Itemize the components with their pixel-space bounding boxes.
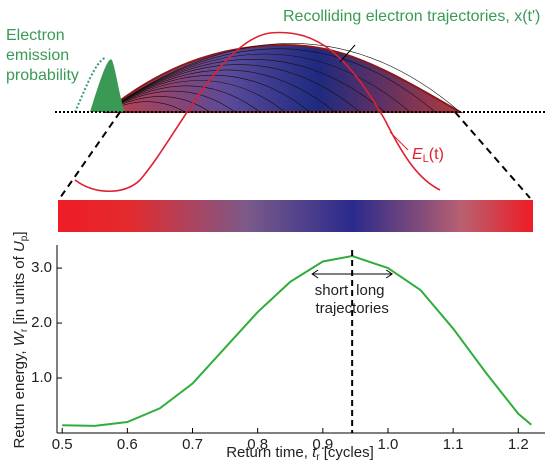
zoom-line bbox=[454, 111, 531, 199]
data-line bbox=[62, 254, 532, 427]
trajectory bbox=[104, 59, 386, 113]
trajectory bbox=[104, 48, 436, 113]
label-part: (t) bbox=[429, 146, 444, 163]
trajectory-envelope bbox=[102, 43, 464, 113]
zoom-line bbox=[59, 111, 121, 199]
field-curve bbox=[74, 31, 441, 192]
arrow bbox=[311, 269, 353, 279]
annotation: trajectories bbox=[315, 300, 388, 317]
label-part: r bbox=[316, 452, 320, 463]
chart: 0.5 0.6 0.7 0.8 0.9 1.0 1.1 1.2 1.0 2.0 3.0 short lo… bbox=[31, 245, 545, 453]
color-bar bbox=[58, 200, 533, 232]
trajectory bbox=[104, 43, 461, 113]
arrow bbox=[352, 269, 394, 279]
trajectory bbox=[104, 69, 336, 113]
x-tick-label: 1.0 bbox=[378, 436, 399, 453]
label-part: [in units of bbox=[11, 252, 28, 329]
pointer bbox=[339, 44, 356, 63]
trajectory bbox=[104, 53, 411, 113]
x-tick-label: 1.2 bbox=[508, 436, 529, 453]
label-part: E bbox=[412, 146, 423, 163]
label-part: [cycles] bbox=[320, 444, 374, 461]
emission-label: Electron bbox=[6, 27, 65, 44]
label-part: p bbox=[19, 235, 30, 241]
emission-peak bbox=[90, 59, 125, 112]
trajectory bbox=[104, 64, 361, 113]
emission-label: emission bbox=[6, 47, 69, 64]
x-tick-label: 0.6 bbox=[117, 436, 138, 453]
label-part: ] bbox=[11, 231, 28, 235]
annotation: long bbox=[356, 282, 384, 299]
label-part: W bbox=[11, 330, 28, 346]
annotation: short bbox=[315, 282, 349, 299]
label-part: t bbox=[312, 444, 317, 461]
pointer bbox=[389, 131, 409, 151]
trajectories-label: Recolliding electron trajectories, x(t') bbox=[283, 8, 540, 25]
trajectories bbox=[102, 43, 464, 113]
y-tick-label: 1.0 bbox=[31, 369, 52, 386]
trajectory bbox=[104, 85, 261, 113]
field-label: EL(t) bbox=[412, 146, 444, 165]
label-part: Return energy, bbox=[11, 346, 28, 448]
emission-label: probability bbox=[6, 67, 79, 84]
y-axis-label: Return energy, Wr [in units of Up] bbox=[11, 231, 30, 448]
x-tick-label: 0.8 bbox=[247, 436, 268, 453]
label-part: r bbox=[19, 328, 30, 332]
label-part: L bbox=[423, 153, 429, 165]
y-tick-label: 2.0 bbox=[31, 314, 52, 331]
x-tick-label: 0.5 bbox=[52, 436, 73, 453]
label-part: Return time, bbox=[226, 444, 312, 461]
x-tick-label: 1.1 bbox=[443, 436, 464, 453]
x-tick-label: 0.9 bbox=[312, 436, 333, 453]
y-tick-label: 3.0 bbox=[31, 259, 52, 276]
x-tick-label: 0.7 bbox=[182, 436, 203, 453]
trajectory bbox=[104, 80, 286, 113]
x-axis-label: Return time, tr [cycles] bbox=[226, 444, 374, 463]
emission-dotted bbox=[74, 57, 106, 113]
label-part: U bbox=[11, 241, 28, 252]
